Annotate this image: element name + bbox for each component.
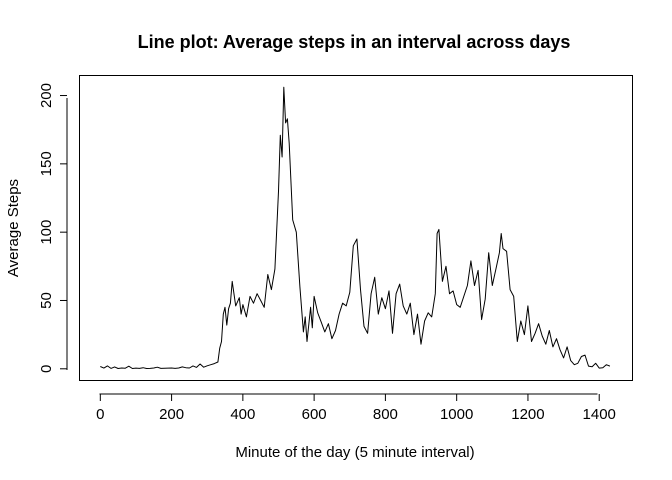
- y-tick-label: 0: [38, 365, 55, 373]
- y-tick-label: 200: [38, 83, 55, 108]
- x-tick-label: 600: [302, 406, 327, 423]
- y-tick-label: 100: [38, 220, 55, 245]
- x-tick-label: 1200: [511, 406, 544, 423]
- x-tick-label: 1000: [440, 406, 473, 423]
- x-axis: 0 200 400 600 800 1000 1200 1400: [96, 393, 616, 423]
- y-axis-label: Average Steps: [5, 179, 22, 277]
- x-tick-label: 400: [230, 406, 255, 423]
- series-line: [100, 86, 611, 369]
- y-tick-label: 50: [38, 292, 55, 309]
- plot-frame: [79, 75, 633, 381]
- x-tick-label: 0: [96, 406, 104, 423]
- y-axis: 0 50 100 150 200: [38, 83, 68, 373]
- x-axis-label: Minute of the day (5 minute interval): [235, 444, 474, 461]
- series-group: [100, 86, 611, 369]
- x-tick-label: 200: [159, 406, 184, 423]
- y-tick-label: 150: [38, 151, 55, 176]
- x-tick-label: 1400: [583, 406, 616, 423]
- chart-title: Line plot: Average steps in an interval …: [138, 32, 571, 52]
- x-tick-label: 800: [373, 406, 398, 423]
